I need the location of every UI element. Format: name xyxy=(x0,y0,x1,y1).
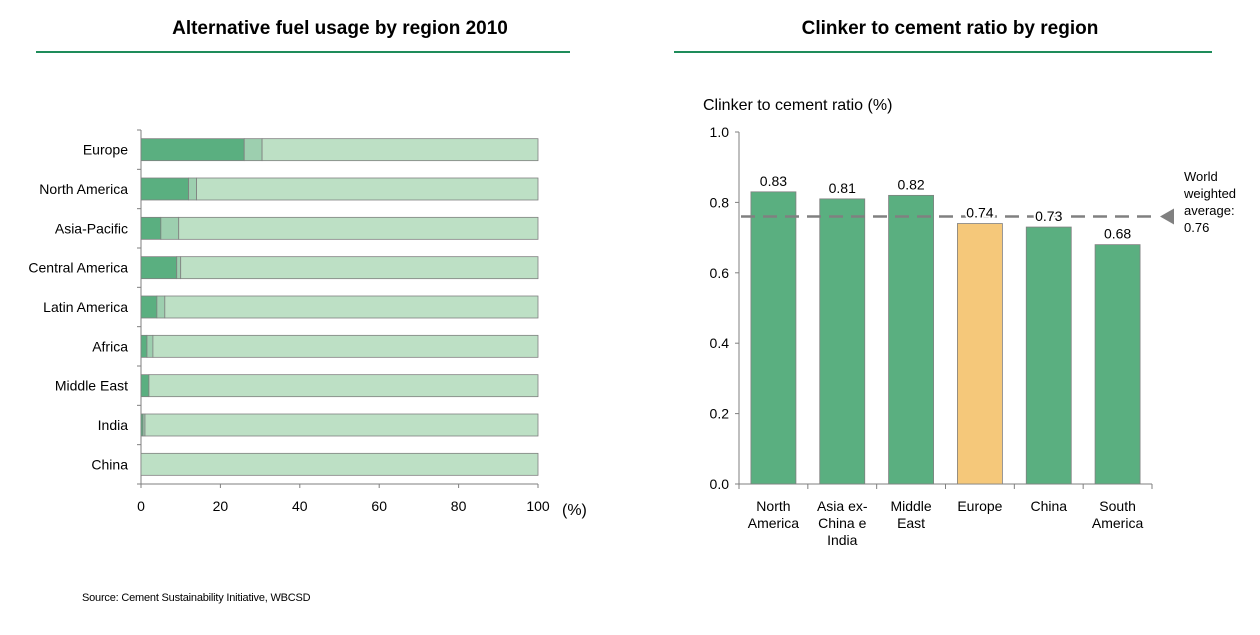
y-tick-label: 1.0 xyxy=(710,124,730,140)
value-label: 0.73 xyxy=(1035,208,1062,224)
category-label: Middle East xyxy=(55,378,128,394)
left-title-rule xyxy=(36,51,570,53)
bar-segment xyxy=(178,216,539,240)
bar-segment xyxy=(140,452,539,476)
y-tick-label: 0.2 xyxy=(710,406,730,422)
world-average-label: weighted xyxy=(1183,186,1236,201)
y-tick-label: 0.8 xyxy=(710,194,730,210)
x-tick-label: 100 xyxy=(526,498,550,514)
x-tick-label: 40 xyxy=(292,498,308,514)
category-label: East xyxy=(897,515,925,531)
value-label: 0.82 xyxy=(897,176,924,192)
y-tick-label: 0.4 xyxy=(710,335,730,351)
category-label: Europe xyxy=(83,142,128,158)
world-average-label: average: xyxy=(1184,203,1235,218)
category-label: Europe xyxy=(957,498,1002,514)
world-average-label: World xyxy=(1184,169,1218,184)
category-label: America xyxy=(748,515,800,531)
right-chart-title: Clinker to cement ratio by region xyxy=(801,18,1099,39)
bar-segment xyxy=(152,334,539,358)
bar-segment xyxy=(164,295,539,319)
bar xyxy=(957,223,1003,485)
category-label: South xyxy=(1099,498,1136,514)
x-tick-label: 20 xyxy=(213,498,229,514)
x-unit-label: (%) xyxy=(562,502,587,519)
category-label: Middle xyxy=(890,498,931,514)
y-tick-label: 0.0 xyxy=(710,476,730,492)
category-label: Africa xyxy=(92,338,128,354)
value-label: 0.81 xyxy=(829,180,856,196)
bar-segment xyxy=(144,413,539,437)
bar xyxy=(1094,244,1141,485)
right-title-rule xyxy=(674,51,1212,53)
category-label: China xyxy=(1030,498,1067,514)
world-average-marker xyxy=(1160,208,1174,225)
category-label: Asia-Pacific xyxy=(55,220,128,236)
bar xyxy=(750,191,797,485)
value-label: 0.68 xyxy=(1104,226,1131,242)
category-label: America xyxy=(1092,515,1144,531)
y-axis-title: Clinker to cement ratio (%) xyxy=(703,97,892,114)
bar xyxy=(819,198,866,485)
value-label: 0.74 xyxy=(966,205,993,221)
left-chart-title: Alternative fuel usage by region 2010 xyxy=(172,18,508,39)
world-average-label: 0.76 xyxy=(1184,220,1209,235)
value-label: 0.83 xyxy=(760,173,787,189)
x-tick-label: 60 xyxy=(371,498,387,514)
bar-segment xyxy=(180,256,539,280)
category-label: China xyxy=(91,456,128,472)
bar xyxy=(888,194,934,485)
category-label: India xyxy=(827,532,858,548)
category-label: India xyxy=(98,417,129,433)
y-tick-label: 0.6 xyxy=(710,265,730,281)
x-tick-label: 80 xyxy=(451,498,467,514)
category-label: North xyxy=(756,498,790,514)
bar-segment xyxy=(148,374,539,398)
category-label: North America xyxy=(39,181,128,197)
bar-segment xyxy=(196,177,539,201)
category-label: China e xyxy=(818,515,866,531)
source-note: Source: Cement Sustainability Initiative… xyxy=(82,592,311,604)
x-tick-label: 0 xyxy=(137,498,145,514)
category-label: Central America xyxy=(28,260,128,276)
category-label: Asia ex- xyxy=(817,498,868,514)
category-label: Latin America xyxy=(43,299,128,315)
bar-segment xyxy=(261,138,539,162)
bar xyxy=(1025,226,1072,485)
